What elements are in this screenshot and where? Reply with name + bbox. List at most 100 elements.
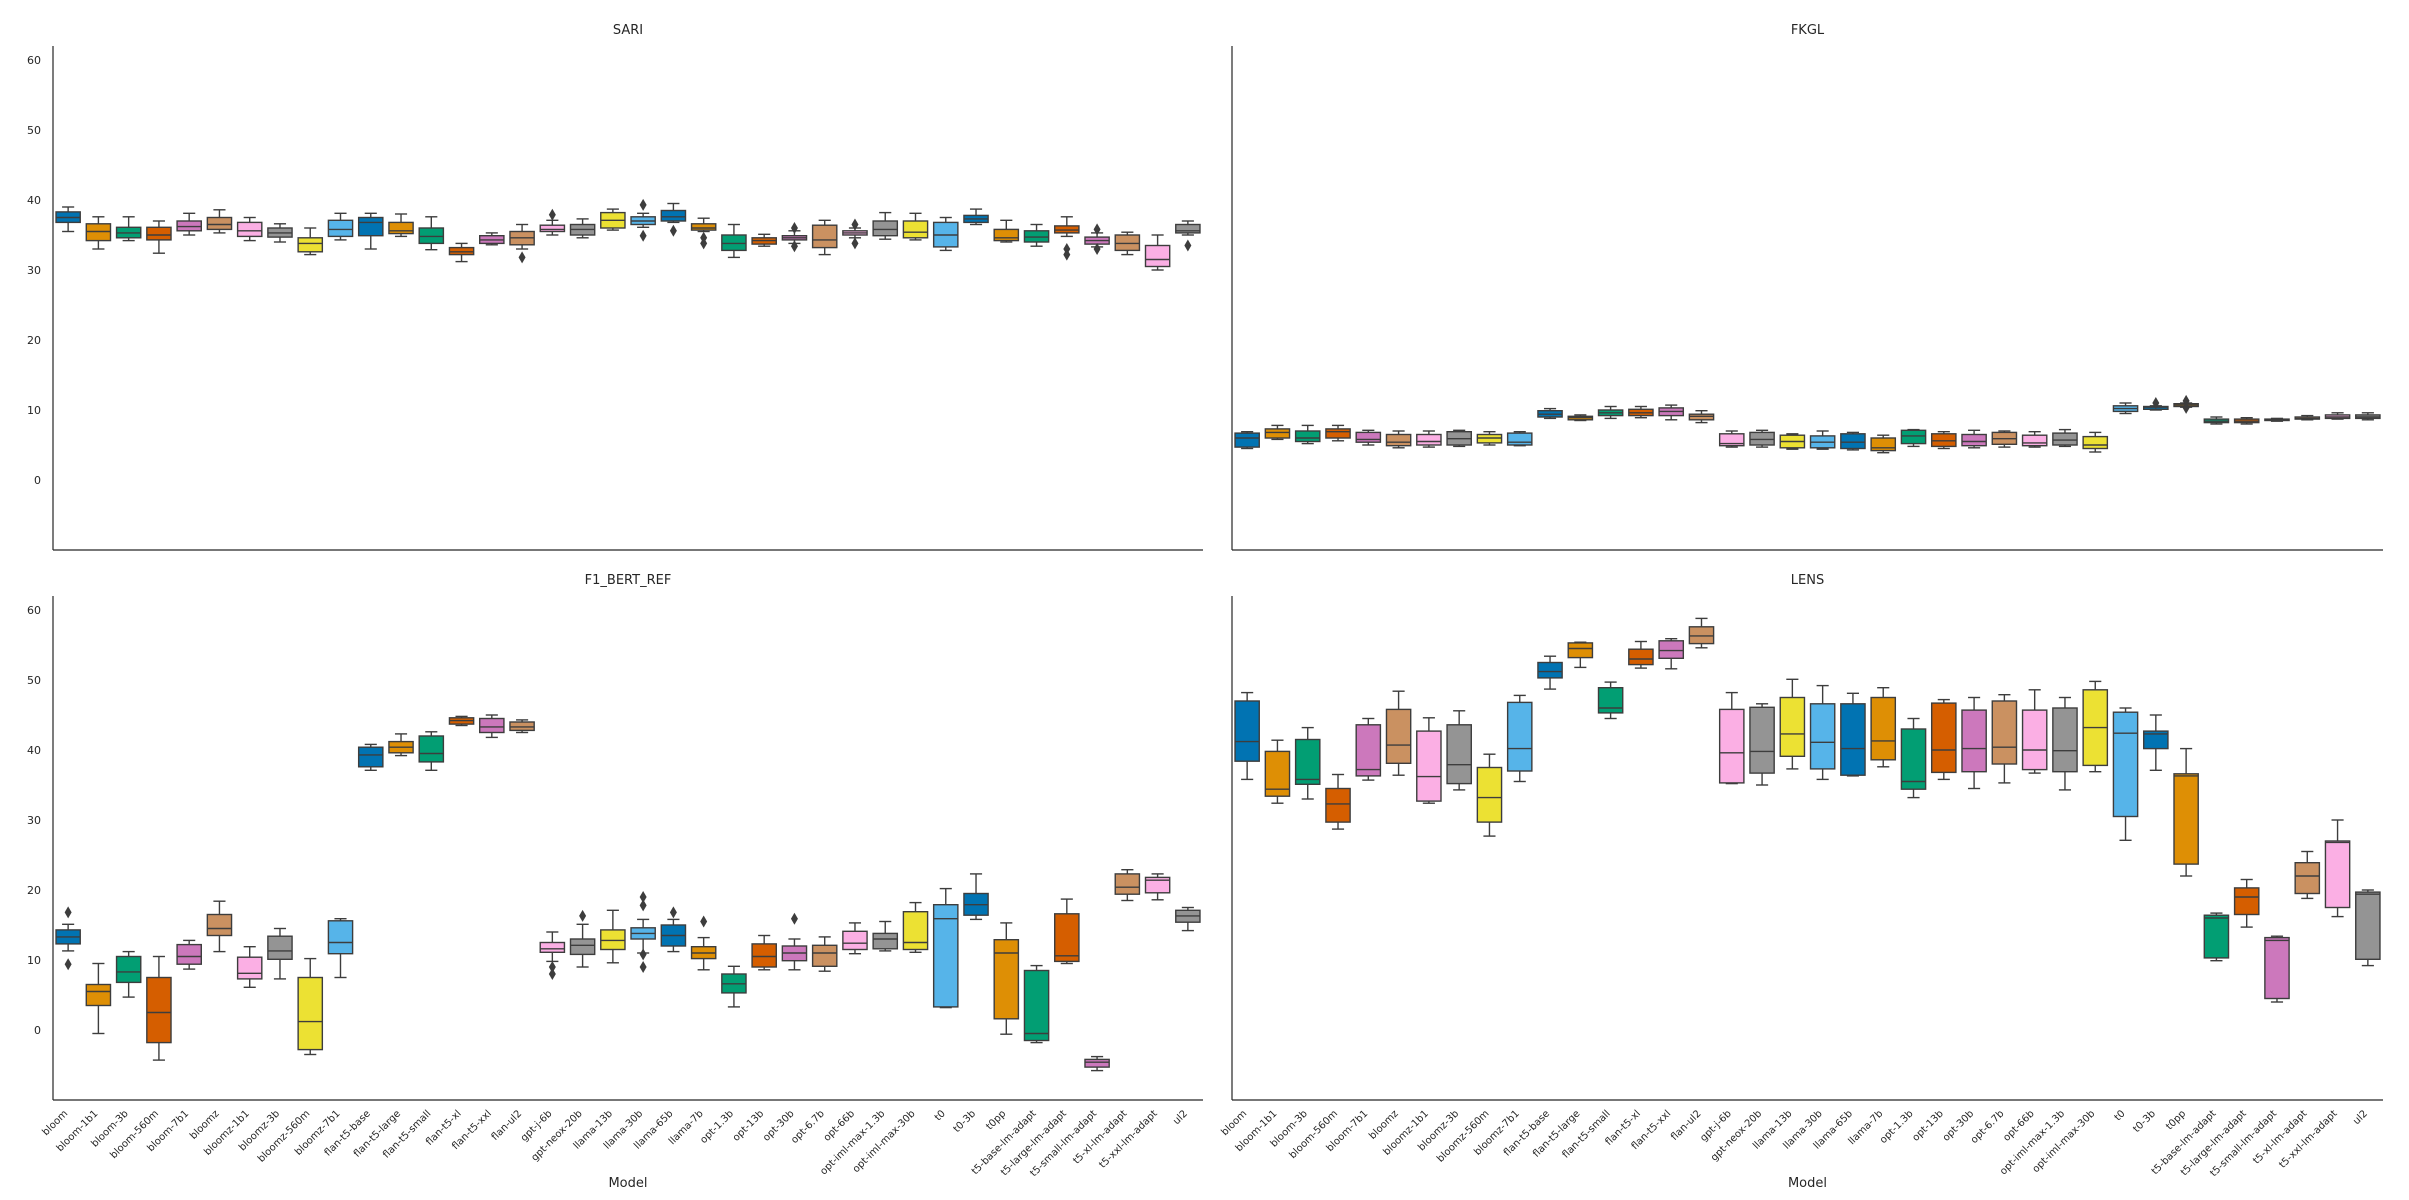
box-bloomz-7b1	[327, 212, 354, 241]
box-bloomz-7b1	[1355, 429, 1382, 446]
box-iqr	[357, 216, 384, 237]
panel-title: F1_BERT_REF	[585, 573, 672, 588]
box-iqr	[1537, 661, 1563, 679]
box-opt-13b	[1930, 698, 1957, 781]
box-iqr	[539, 224, 566, 233]
box-iqr	[811, 224, 838, 249]
box-flan-t5-small	[418, 216, 445, 251]
box-opt-6.7b	[811, 219, 838, 256]
outlier-marker	[700, 231, 708, 244]
box-opt-iml-max-30b	[2082, 431, 2109, 453]
box-iqr	[690, 223, 717, 231]
box-iqr	[1628, 648, 1654, 666]
box-t5-xl-lm-adapt	[1114, 231, 1141, 256]
outlier-marker	[639, 948, 647, 961]
box-iqr	[2173, 773, 2199, 865]
outlier-marker	[790, 912, 798, 925]
box-iqr	[236, 956, 263, 980]
box-t5-xl-lm-adapt	[2294, 414, 2321, 421]
panel-fkgl: FKGL	[1231, 23, 2383, 551]
box-flan-t5-base	[1537, 407, 1563, 420]
box-iqr	[2294, 862, 2321, 895]
y-tick-label: 50	[27, 674, 41, 687]
box-iqr	[1506, 701, 1533, 772]
box-iqr	[1325, 787, 1351, 823]
box-iqr	[1900, 728, 1927, 790]
box-flan-t5-base	[357, 743, 384, 771]
outlier-marker	[639, 198, 647, 211]
box-gpt-neox-20b	[1749, 703, 1775, 786]
box-flan-t5-large	[1567, 641, 1594, 669]
box-bloomz-3b	[1446, 429, 1472, 448]
box-iqr	[1355, 724, 1382, 777]
box-opt-66b	[2021, 689, 2048, 774]
box-t0pp	[2173, 394, 2199, 414]
box-iqr	[1175, 223, 1201, 234]
box-flan-ul2	[1688, 410, 1715, 424]
y-tick-label: 60	[27, 604, 41, 617]
box-opt-1.3b	[721, 223, 747, 259]
box-iqr	[2021, 434, 2048, 447]
box-flan-ul2	[509, 719, 535, 734]
box-iqr	[85, 983, 112, 1007]
box-llama-13b	[1779, 433, 1806, 450]
box-llama-13b	[600, 909, 626, 964]
box-iqr	[2112, 711, 2139, 818]
box-t0	[932, 887, 959, 1009]
box-iqr	[1416, 730, 1442, 802]
box-opt-6.7b	[1991, 430, 2018, 448]
box-ul2	[1175, 906, 1201, 932]
box-t5-base-lm-adapt	[1023, 223, 1050, 247]
outlier-marker	[790, 222, 798, 234]
outlier-marker	[1093, 223, 1101, 236]
box-iqr	[85, 223, 112, 242]
box-iqr	[2355, 891, 2381, 960]
box-bloomz	[206, 900, 233, 953]
box-llama-13b	[1779, 678, 1806, 770]
box-iqr	[1325, 428, 1351, 439]
box-t0	[2112, 402, 2139, 415]
box-bloom-3b	[1294, 726, 1321, 800]
box-bloom-7b1	[1355, 717, 1382, 781]
box-iqr	[2052, 707, 2078, 773]
box-t5-large-lm-adapt	[1054, 898, 1080, 965]
y-tick-label: 40	[27, 194, 41, 207]
box-iqr	[1294, 430, 1321, 443]
box-llama-7b	[690, 915, 717, 971]
box-t5-small-lm-adapt	[1084, 1055, 1110, 1072]
box-iqr	[267, 935, 293, 961]
box-iqr	[1809, 703, 1836, 770]
outlier-marker	[548, 968, 556, 980]
box-bloomz-3b	[267, 223, 293, 243]
box-bloom-3b	[1294, 424, 1321, 445]
outlier-marker	[2182, 401, 2190, 414]
y-tick-label: 10	[27, 954, 41, 967]
box-bloomz-1b1	[1416, 717, 1442, 804]
box-bloom-560m	[146, 220, 172, 254]
box-iqr	[1114, 873, 1141, 895]
box-iqr	[176, 220, 202, 232]
box-opt-66b	[842, 922, 868, 955]
box-t5-large-lm-adapt	[2233, 878, 2260, 928]
box-opt-13b	[751, 934, 777, 971]
box-iqr	[1870, 696, 1897, 761]
box-t5-xl-lm-adapt	[1114, 869, 1141, 902]
box-iqr	[2052, 432, 2078, 446]
box-ul2	[1175, 220, 1201, 252]
box-bloom-1b1	[85, 962, 112, 1035]
box-bloom-3b	[115, 216, 142, 242]
box-iqr	[1144, 244, 1171, 268]
box-iqr	[1234, 700, 1260, 762]
box-bloom-560m	[1325, 424, 1351, 442]
outlier-marker	[639, 899, 647, 912]
box-iqr	[660, 209, 687, 222]
box-bloom-7b1	[176, 939, 202, 970]
box-iqr	[1900, 429, 1927, 445]
outlier-marker	[64, 958, 72, 971]
box-iqr	[357, 746, 384, 768]
box-t5-base-lm-adapt	[1023, 964, 1050, 1044]
box-flan-ul2	[1688, 617, 1715, 649]
box-iqr	[1054, 225, 1080, 234]
box-iqr	[1567, 642, 1594, 659]
box-iqr	[872, 220, 899, 237]
